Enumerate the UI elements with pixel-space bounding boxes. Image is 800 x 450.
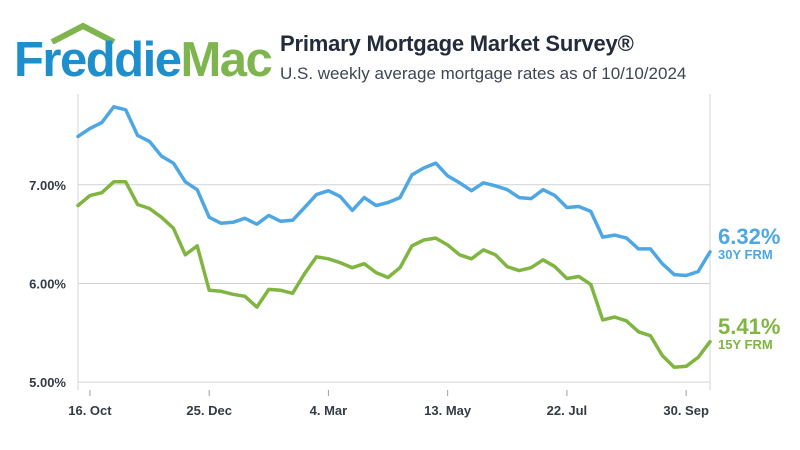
logo-word-freddie: Freddie bbox=[14, 33, 182, 87]
series-name-15y: 15Y FRM bbox=[718, 336, 773, 352]
x-tick-label: 30. Sep bbox=[663, 403, 709, 418]
end-value-15y: 5.41% bbox=[718, 313, 781, 339]
series-name-30y: 30Y FRM bbox=[718, 246, 773, 262]
end-value-30y: 6.32% bbox=[718, 223, 781, 249]
end-label-15y: 5.41% 15Y FRM bbox=[718, 313, 781, 352]
x-tick-label: 22. Jul bbox=[547, 403, 587, 418]
chart-title: Primary Mortgage Market Survey® bbox=[280, 31, 634, 56]
end-label-30y: 6.32% 30Y FRM bbox=[718, 223, 781, 262]
y-tick-label: 7.00% bbox=[29, 178, 66, 193]
x-tick-label: 4. Mar bbox=[310, 403, 348, 418]
x-tick-label: 16. Oct bbox=[68, 403, 112, 418]
logo-wordmark: FreddieMac bbox=[14, 33, 273, 87]
x-tick-label: 25. Dec bbox=[186, 403, 232, 418]
line-series-30y-frm bbox=[76, 105, 712, 278]
y-tick-label: 5.00% bbox=[29, 375, 66, 390]
house-roof-icon bbox=[50, 22, 116, 44]
line-series-15y-frm bbox=[76, 180, 712, 370]
logo-word-mac: Mac bbox=[180, 33, 272, 87]
freddie-mac-logo: FreddieMac bbox=[14, 22, 273, 90]
y-tick-label: 6.00% bbox=[29, 276, 66, 291]
chart-subtitle: U.S. weekly average mortgage rates as of… bbox=[280, 64, 687, 83]
x-tick-label: 13. May bbox=[424, 403, 472, 418]
